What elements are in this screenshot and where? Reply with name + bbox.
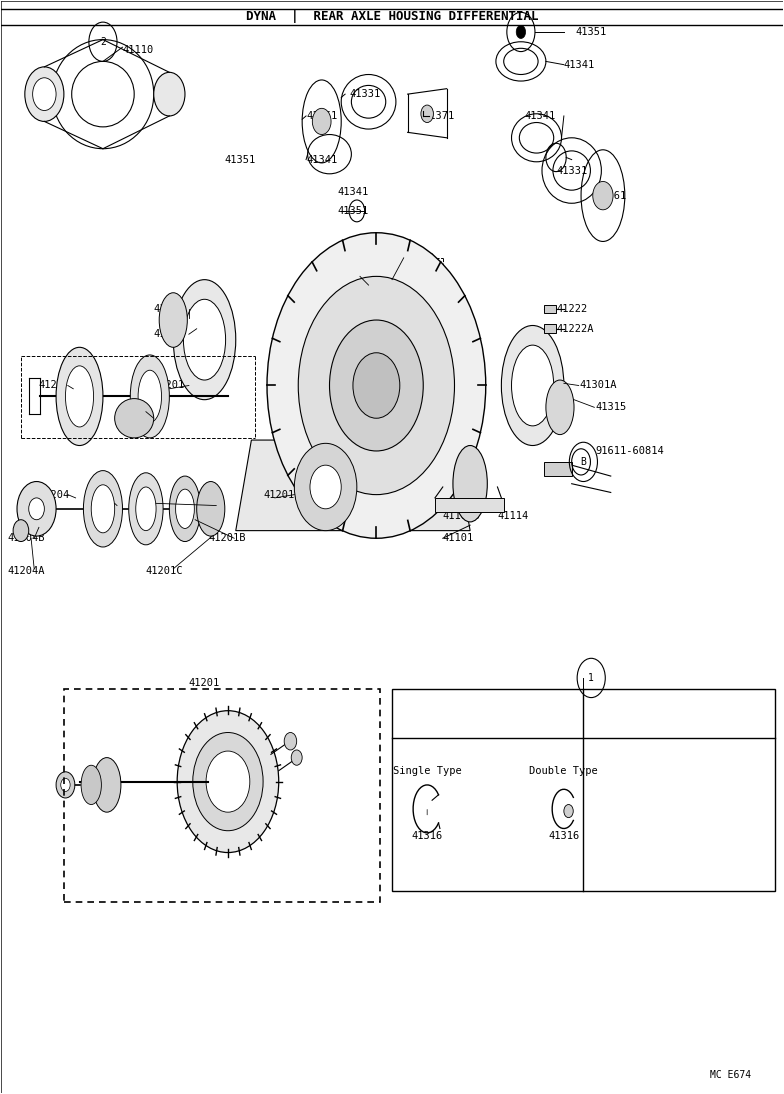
Text: 41301A: 41301A	[154, 329, 191, 339]
Ellipse shape	[93, 758, 121, 812]
Circle shape	[206, 752, 250, 812]
Text: B: B	[580, 457, 586, 467]
Circle shape	[193, 733, 263, 830]
Ellipse shape	[183, 300, 226, 380]
Circle shape	[33, 78, 56, 110]
Text: 41201C: 41201C	[146, 566, 183, 577]
Text: 41301A: 41301A	[579, 381, 617, 391]
Circle shape	[177, 711, 279, 852]
Text: 41204B: 41204B	[8, 533, 45, 544]
Ellipse shape	[453, 445, 488, 522]
Text: 41101B: 41101B	[443, 512, 481, 522]
Ellipse shape	[502, 326, 564, 445]
Text: 41351: 41351	[337, 206, 368, 216]
Circle shape	[298, 277, 455, 494]
Circle shape	[29, 498, 45, 520]
Bar	[544, 305, 556, 314]
Text: 41302A: 41302A	[361, 271, 398, 281]
Text: 41331: 41331	[556, 165, 587, 175]
Text: 41201: 41201	[189, 678, 220, 688]
Text: 41361: 41361	[595, 190, 626, 200]
Circle shape	[61, 778, 70, 791]
Text: 41252: 41252	[91, 501, 122, 511]
Circle shape	[25, 67, 64, 121]
Text: Single Type: Single Type	[393, 766, 462, 776]
Text: DYNA  |  REAR AXLE HOUSING DIFFERENTIAL: DYNA | REAR AXLE HOUSING DIFFERENTIAL	[245, 10, 539, 23]
Ellipse shape	[197, 481, 225, 536]
Circle shape	[516, 25, 525, 38]
Circle shape	[421, 105, 434, 123]
Circle shape	[284, 733, 296, 750]
Text: 41201A: 41201A	[122, 414, 160, 423]
Ellipse shape	[65, 365, 93, 427]
Ellipse shape	[138, 370, 162, 422]
Text: 41351: 41351	[575, 27, 607, 37]
Text: 41371: 41371	[423, 110, 455, 121]
Text: MC E674: MC E674	[710, 1070, 751, 1080]
Text: 41201F: 41201F	[154, 381, 191, 391]
Circle shape	[17, 481, 56, 536]
Ellipse shape	[136, 487, 156, 531]
Ellipse shape	[129, 473, 163, 545]
Text: 41204A: 41204A	[8, 566, 45, 577]
Text: 41110: 41110	[122, 46, 154, 56]
Text: 1: 1	[588, 673, 594, 683]
Ellipse shape	[173, 280, 236, 399]
Text: 41341: 41341	[337, 187, 368, 197]
Text: 41341: 41341	[524, 110, 556, 121]
Ellipse shape	[56, 347, 103, 445]
Circle shape	[310, 465, 341, 509]
Ellipse shape	[91, 485, 114, 533]
Text: 2: 2	[100, 37, 106, 47]
Circle shape	[154, 72, 185, 116]
Ellipse shape	[511, 345, 554, 426]
Ellipse shape	[176, 489, 194, 528]
Ellipse shape	[83, 470, 122, 547]
Circle shape	[13, 520, 29, 542]
Text: 41204: 41204	[39, 490, 70, 500]
Text: 41316: 41316	[548, 831, 579, 841]
Circle shape	[294, 443, 357, 531]
Text: 41201B: 41201B	[209, 533, 246, 544]
Text: 41315: 41315	[154, 304, 185, 314]
Text: 41222: 41222	[556, 304, 587, 314]
Circle shape	[564, 804, 573, 817]
Bar	[435, 498, 503, 512]
Text: Double Type: Double Type	[529, 766, 598, 776]
Text: 41114: 41114	[498, 512, 528, 522]
Polygon shape	[236, 440, 470, 531]
Text: 41302: 41302	[404, 253, 435, 263]
Circle shape	[291, 750, 302, 765]
Text: 41341: 41341	[564, 60, 595, 70]
Ellipse shape	[81, 765, 101, 804]
Ellipse shape	[159, 293, 187, 347]
Circle shape	[329, 321, 423, 451]
Text: 41222A: 41222A	[556, 324, 593, 334]
Ellipse shape	[130, 354, 169, 438]
Text: 41361: 41361	[306, 110, 337, 121]
Bar	[544, 325, 556, 333]
Text: 91611-60814: 91611-60814	[595, 446, 664, 456]
Ellipse shape	[169, 476, 201, 542]
Text: 41214: 41214	[189, 501, 220, 511]
Circle shape	[312, 108, 331, 135]
Ellipse shape	[114, 398, 154, 438]
Text: 41231: 41231	[39, 381, 70, 391]
Circle shape	[267, 233, 486, 538]
Text: 41201E: 41201E	[263, 490, 300, 500]
Circle shape	[56, 771, 74, 798]
Text: 41315: 41315	[595, 403, 626, 412]
Circle shape	[593, 182, 613, 210]
Text: 41341: 41341	[306, 154, 337, 164]
Text: 41351: 41351	[224, 154, 256, 164]
Bar	[544, 462, 572, 476]
Circle shape	[353, 352, 400, 418]
Text: 41331: 41331	[349, 89, 380, 100]
Ellipse shape	[546, 380, 574, 434]
Text: 41101: 41101	[443, 533, 474, 544]
Text: 41316: 41316	[412, 831, 443, 841]
